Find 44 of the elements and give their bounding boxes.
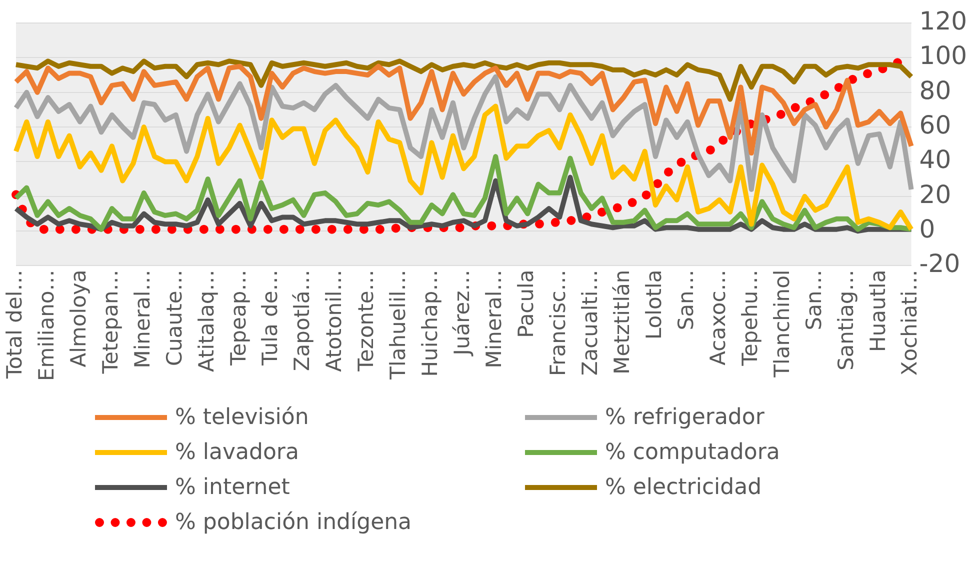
y-tick-label: 80 (919, 76, 952, 105)
x-tick-label: Total del… (2, 270, 26, 380)
x-tick-label: Tepehu… (738, 270, 762, 367)
legend-label: % televisión (175, 405, 309, 430)
x-tick-label: Mineral… (482, 270, 506, 368)
y-tick-label: 20 (919, 180, 952, 209)
x-tick-label: Tetepan… (98, 270, 122, 375)
y-tick-label: 100 (919, 41, 967, 70)
x-tick-label: Zapotlá… (290, 270, 314, 372)
x-tick-label: Atitalaq… (194, 270, 218, 372)
x-tick-label: Juárez… (450, 270, 474, 358)
x-tick-label: Tezonte… (354, 270, 378, 372)
legend-label: % refrigerador (605, 405, 764, 430)
x-tick-label: San… (674, 270, 698, 330)
x-tick-label: Tlahuelil… (386, 270, 410, 380)
y-tick-label: -20 (919, 249, 960, 278)
x-tick-label: Xochiati… (898, 270, 922, 376)
x-tick-label: Francisc… (546, 270, 570, 376)
y-tick-label: 0 (919, 214, 936, 244)
x-tick-label: Almoloya (66, 270, 90, 368)
legend-label: % computadora (605, 440, 780, 465)
x-tick-label: Huautla (866, 270, 890, 352)
legend-label: % electricidad (605, 475, 762, 500)
legend-label: % población indígena (175, 510, 412, 535)
y-tick-label: 60 (919, 110, 952, 140)
x-tick-label: Santiag… (834, 270, 858, 371)
legend-label: % lavadora (175, 440, 299, 465)
x-tick-label: Atotonil… (322, 270, 346, 372)
x-tick-label: Cuaute… (162, 270, 186, 366)
x-tick-label: Mineral… (130, 270, 154, 368)
x-tick-label: Zacualti… (578, 270, 602, 376)
x-tick-label: Emiliano… (34, 270, 58, 382)
legend-label: % internet (175, 475, 290, 500)
x-tick-label: Tepeap… (226, 270, 250, 366)
y-tick-label: 40 (919, 145, 952, 174)
x-tick-label: Tula de… (258, 270, 282, 366)
x-tick-label: Metztitlán (610, 270, 634, 374)
x-tick-label: Pacula (514, 270, 538, 338)
x-tick-label: Acaxoc… (706, 270, 730, 366)
x-tick-label: Lolotla (642, 270, 666, 340)
x-tick-label: San… (802, 270, 826, 330)
y-tick-label: 120 (919, 6, 967, 36)
x-tick-label: Huichap… (418, 270, 442, 377)
x-tick-label: Tlanchinol (770, 270, 794, 378)
